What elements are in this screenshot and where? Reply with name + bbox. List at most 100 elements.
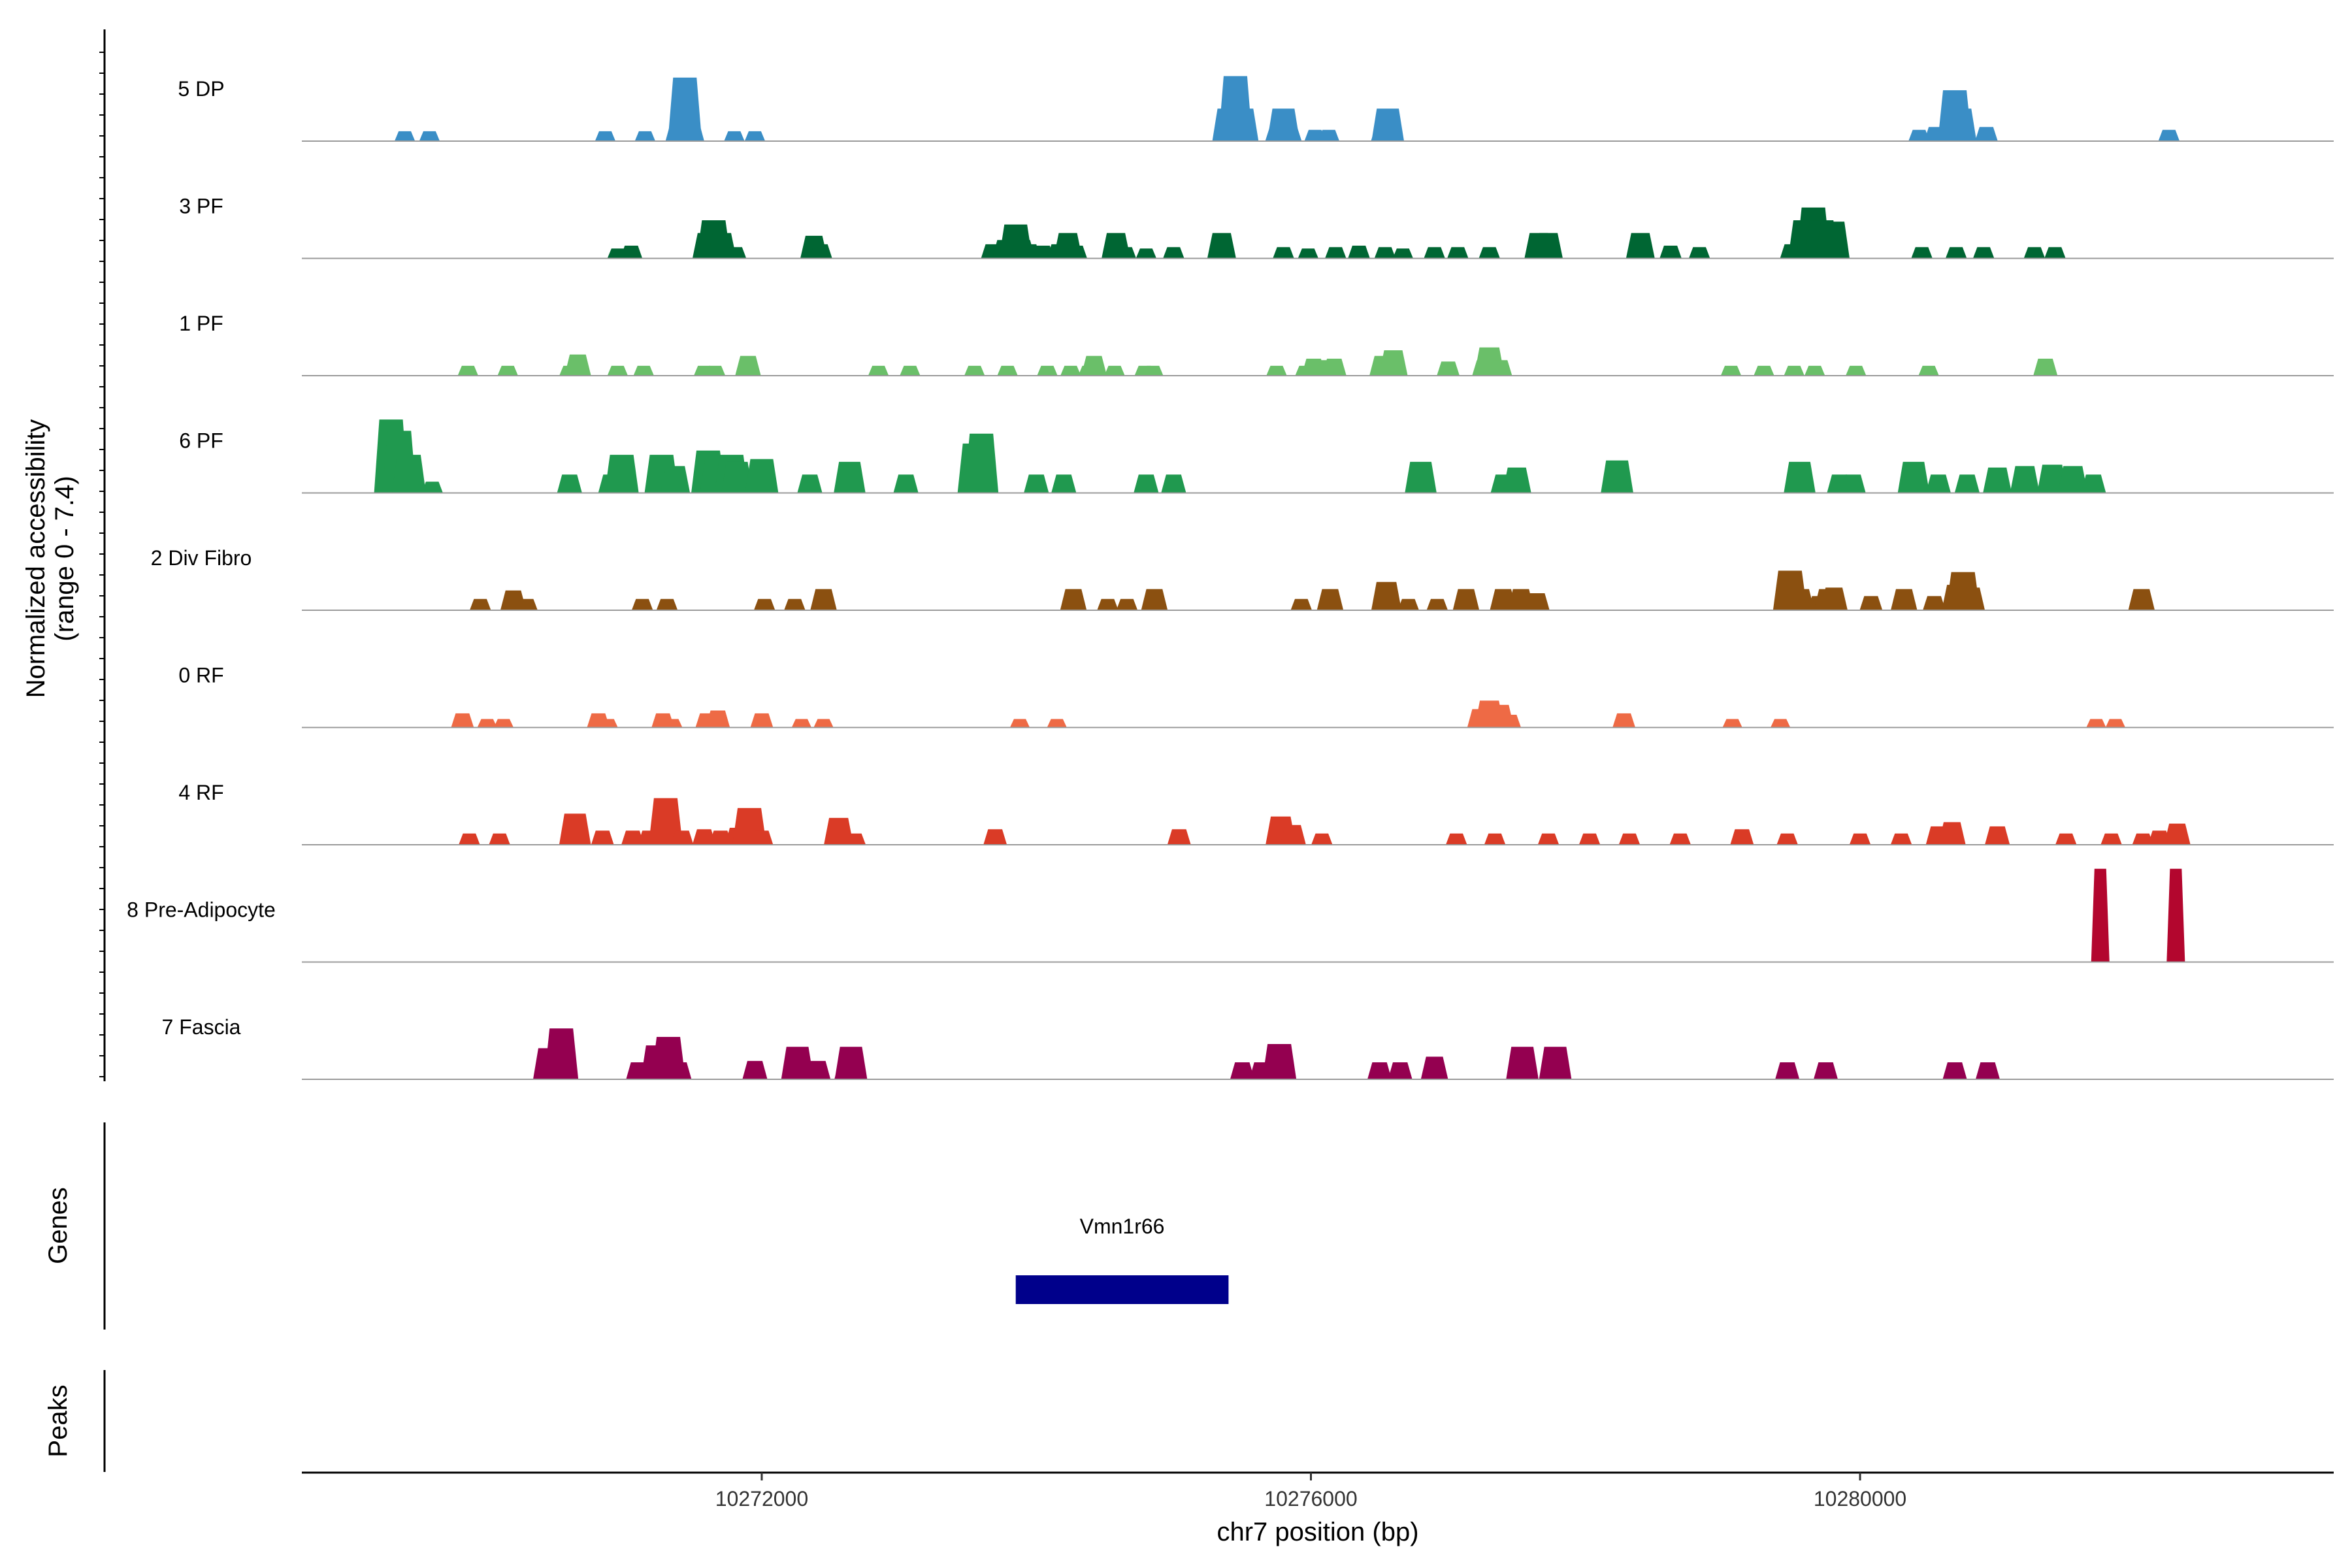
track-label: 2 Div Fibro (151, 546, 252, 570)
accessibility-peak (745, 459, 779, 493)
track-label: 0 RF (178, 664, 223, 687)
accessibility-peak (1392, 248, 1413, 259)
accessibility-peak (1578, 833, 1601, 845)
accessibility-peak (1322, 359, 1347, 376)
accessibility-peak (868, 365, 889, 376)
accessibility-peak (1367, 1062, 1392, 1079)
accessibility-peak (419, 131, 440, 141)
accessibility-peak (1311, 833, 1333, 845)
accessibility-peak (421, 482, 443, 493)
accessibility-peak (1348, 246, 1370, 259)
accessibility-peak (1625, 233, 1655, 259)
accessibility-peak (1445, 833, 1467, 845)
accessibility-peak (725, 247, 747, 259)
accessibility-peak (2164, 823, 2191, 845)
accessibility-peak (1097, 598, 1119, 610)
accessibility-peak (1975, 1062, 2001, 1079)
accessibility-peak (1618, 833, 1641, 845)
accessibility-peak (1379, 350, 1408, 376)
accessibility-peak (2010, 466, 2040, 493)
accessibility-peak (721, 461, 753, 493)
coverage-y-axis (99, 29, 106, 1081)
accessibility-peak (735, 355, 761, 376)
accessibility-peak (469, 598, 491, 610)
accessibility-peak (1849, 833, 1871, 845)
accessibility-peak (893, 474, 919, 493)
accessibility-peak (704, 365, 726, 376)
accessibility-peak (564, 354, 591, 376)
accessibility-peak (791, 719, 812, 728)
accessibility-peak (1890, 833, 1912, 845)
accessibility-peak (1983, 467, 2012, 493)
track-label: 8 Pre-Adipocyte (127, 898, 276, 922)
accessibility-peak (1775, 1062, 1800, 1079)
accessibility-peak (1226, 108, 1259, 141)
accessibility-peak (1273, 247, 1294, 259)
accessibility-peak (1859, 596, 1883, 610)
accessibility-peak (1262, 1043, 1297, 1079)
accessibility-peak (1060, 365, 1081, 376)
accessibility-peak (744, 131, 766, 141)
accessibility-peak (2033, 359, 2058, 376)
accessibility-peak (1397, 598, 1419, 610)
accessibility-peak (2023, 247, 2046, 259)
accessibility-peak (1923, 596, 1946, 610)
y-axis-title-line2: (range 0 - 7.4) (50, 476, 79, 641)
accessibility-peak (544, 1028, 579, 1079)
accessibility-peak (1502, 467, 1531, 493)
accessibility-peak (1938, 822, 1966, 845)
accessibility-peak (1060, 589, 1087, 610)
accessibility-peak (1506, 1047, 1539, 1079)
accessibility-peak (1659, 246, 1682, 259)
accessibility-peak (1207, 233, 1236, 259)
track-6-pf: 6 PF (179, 419, 2334, 494)
accessibility-peak (2081, 474, 2106, 493)
accessibility-peak (1985, 826, 2010, 845)
accessibility-peak (1116, 598, 1138, 610)
accessibility-peak (1957, 587, 1985, 610)
accessibility-peak (813, 719, 834, 728)
accessibility-peak (2086, 719, 2106, 728)
accessibility-peak (1371, 581, 1402, 610)
x-tick-label: 10276000 (1264, 1487, 1357, 1511)
accessibility-peak (451, 713, 474, 728)
x-axis: 10272000 10276000 10280000 chr7 position (… (302, 1471, 2334, 1546)
accessibility-peak (983, 829, 1007, 845)
accessibility-peak (1601, 460, 1633, 493)
accessibility-peak (1051, 474, 1077, 493)
track-1-pf: 1 PF (179, 312, 2334, 376)
accessibility-peak (1688, 247, 1710, 259)
track-0-rf: 0 RF (178, 664, 2334, 728)
accessibility-peak (1525, 593, 1550, 610)
track-7-fascia: 7 Fascia (162, 1015, 2334, 1080)
accessibility-peak (459, 833, 480, 845)
accessibility-peak (656, 598, 678, 610)
accessibility-peak (692, 829, 716, 845)
accessibility-peak (489, 833, 510, 845)
accessibility-peak (1167, 829, 1191, 845)
track-label: 7 Fascia (162, 1015, 241, 1039)
accessibility-peak (634, 131, 656, 141)
accessibility-peak (1371, 108, 1405, 141)
accessibility-peak (493, 719, 514, 728)
track-4-rf: 4 RF (178, 781, 2334, 845)
accessibility-peak (824, 817, 854, 845)
accessibility-peak (900, 365, 921, 376)
accessibility-peak (1954, 474, 1980, 493)
accessibility-peak (2128, 589, 2155, 610)
accessibility-peak (964, 365, 985, 376)
accessibility-peak (1669, 833, 1691, 845)
accessibility-peak (391, 455, 426, 493)
accessibility-peak (742, 1060, 768, 1079)
accessibility-peak (604, 455, 639, 493)
accessibility-peak (1846, 365, 1867, 376)
gene-bar-vmn1r66 (1015, 1275, 1229, 1304)
genes-track: Genes Vmn1r66 (44, 1122, 1229, 1330)
accessibility-peak (1420, 1056, 1448, 1079)
accessibility-peak (1972, 247, 1995, 259)
accessibility-peak (662, 719, 683, 728)
track-3-pf: 3 PF (179, 195, 2334, 259)
accessibility-peak (1135, 248, 1157, 259)
accessibility-peak (1771, 719, 1791, 728)
